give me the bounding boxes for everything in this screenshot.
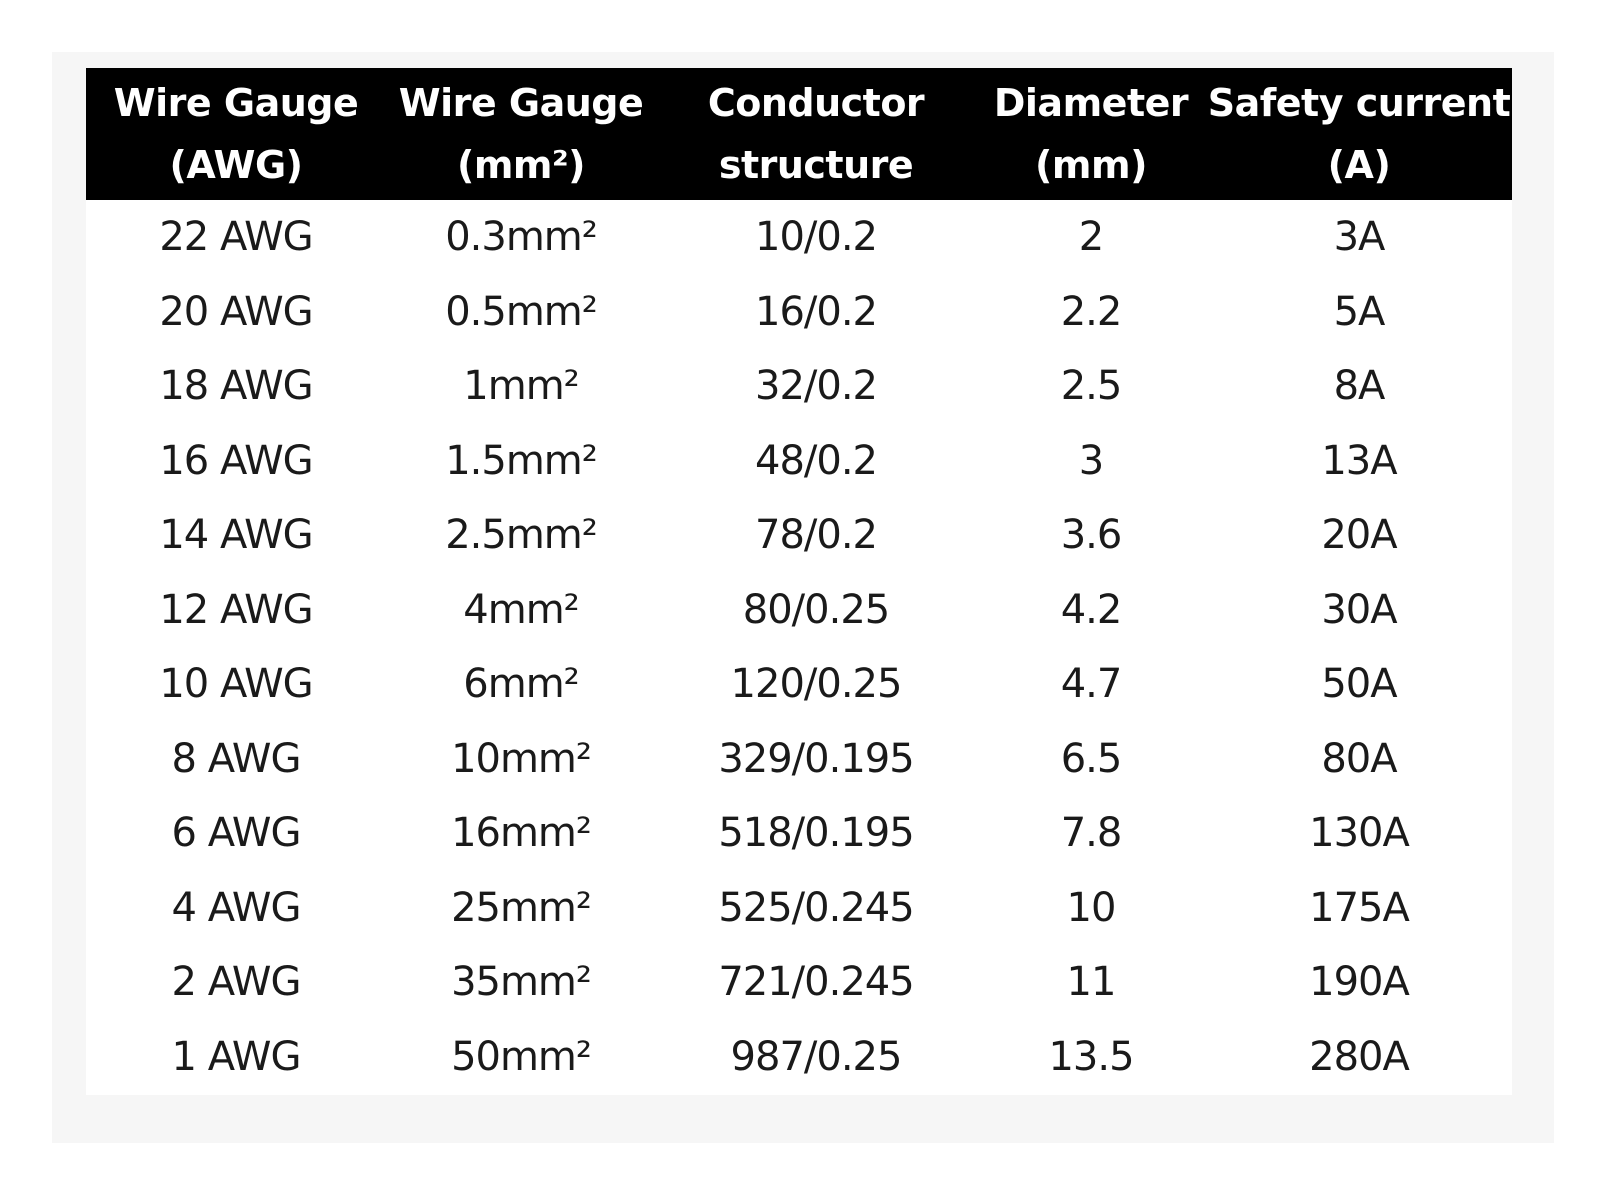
safety-current-cell: 130A — [1309, 810, 1410, 857]
awg-cell: 18 AWG — [159, 363, 313, 410]
table-row: 22 AWG 0.3mm² 10/0.2 2 3A — [86, 200, 1512, 275]
safety-current-cell: 8A — [1333, 363, 1386, 410]
mm2-cell: 6mm² — [463, 661, 579, 708]
diameter-cell: 6.5 — [1060, 735, 1123, 782]
mm2-cell: 1mm² — [463, 363, 579, 410]
mm2-cell: 16mm² — [451, 810, 592, 857]
table-row: 1 AWG 50mm² 987/0.25 13.5 280A — [86, 1020, 1512, 1095]
conductor-cell: 525/0.245 — [718, 884, 914, 931]
conductor-cell: 32/0.2 — [755, 363, 878, 410]
mm2-cell: 1.5mm² — [445, 437, 598, 484]
safety-current-cell: 50A — [1321, 661, 1397, 708]
diameter-cell: 2.2 — [1060, 288, 1123, 335]
table-row: 16 AWG 1.5mm² 48/0.2 3 13A — [86, 424, 1512, 499]
awg-cell: 4 AWG — [171, 884, 302, 931]
safety-current-cell: 3A — [1333, 214, 1386, 261]
safety-current-cell: 80A — [1321, 735, 1397, 782]
awg-cell: 14 AWG — [159, 512, 313, 559]
awg-cell: 8 AWG — [171, 735, 302, 782]
diameter-cell: 11 — [1066, 959, 1117, 1006]
diameter-cell: 3.6 — [1060, 512, 1123, 559]
table-row: 10 AWG 6mm² 120/0.25 4.7 50A — [86, 647, 1512, 722]
conductor-cell: 329/0.195 — [718, 735, 914, 782]
mm2-cell: 50mm² — [451, 1033, 592, 1080]
safety-current-cell: 190A — [1309, 959, 1410, 1006]
safety-current-cell: 5A — [1333, 288, 1386, 335]
conductor-cell: 721/0.245 — [718, 959, 914, 1006]
table-row: 4 AWG 25mm² 525/0.245 10 175A — [86, 871, 1512, 946]
safety-current-cell: 13A — [1321, 437, 1397, 484]
awg-cell: 10 AWG — [159, 661, 313, 708]
table-row: 6 AWG 16mm² 518/0.195 7.8 130A — [86, 796, 1512, 871]
table-row: 14 AWG 2.5mm² 78/0.2 3.6 20A — [86, 498, 1512, 573]
awg-cell: 22 AWG — [159, 214, 313, 261]
conductor-cell: 987/0.25 — [730, 1033, 903, 1080]
header-row: Wire Gauge (AWG) Wire Gauge (mm²) Conduc… — [86, 68, 1512, 200]
diameter-cell: 10 — [1066, 884, 1117, 931]
table-row: 18 AWG 1mm² 32/0.2 2.5 8A — [86, 349, 1512, 424]
conductor-cell: 16/0.2 — [755, 288, 878, 335]
diameter-cell: 4.2 — [1060, 586, 1123, 633]
mm2-cell: 0.3mm² — [445, 214, 598, 261]
awg-cell: 2 AWG — [171, 959, 302, 1006]
header-safety-current: Safety current (A) — [1207, 81, 1511, 187]
mm2-cell: 35mm² — [451, 959, 592, 1006]
table-row: 12 AWG 4mm² 80/0.25 4.2 30A — [86, 573, 1512, 648]
awg-cell: 1 AWG — [171, 1033, 302, 1080]
safety-current-cell: 280A — [1309, 1033, 1410, 1080]
awg-cell: 6 AWG — [171, 810, 302, 857]
safety-current-cell: 175A — [1309, 884, 1410, 931]
safety-current-cell: 20A — [1321, 512, 1397, 559]
conductor-cell: 80/0.25 — [742, 586, 890, 633]
mm2-cell: 0.5mm² — [445, 288, 598, 335]
conductor-cell: 120/0.25 — [730, 661, 903, 708]
conductor-cell: 48/0.2 — [755, 437, 878, 484]
header-diameter: Diameter (mm) — [993, 81, 1189, 187]
awg-cell: 20 AWG — [159, 288, 313, 335]
conductor-cell: 518/0.195 — [718, 810, 914, 857]
mm2-cell: 10mm² — [451, 735, 592, 782]
header-mm2: Wire Gauge (mm²) — [398, 81, 644, 187]
table-body: 22 AWG 0.3mm² 10/0.2 2 3A 20 AWG 0.5mm² 16/0.2 2… — [86, 200, 1512, 1094]
diameter-cell: 2.5 — [1060, 363, 1123, 410]
table-header: Wire Gauge (AWG) Wire Gauge (mm²) Conduc… — [86, 68, 1512, 200]
mm2-cell: 2.5mm² — [445, 512, 598, 559]
table-row: 20 AWG 0.5mm² 16/0.2 2.2 5A — [86, 275, 1512, 350]
diameter-cell: 7.8 — [1060, 810, 1123, 857]
mm2-cell: 4mm² — [463, 586, 579, 633]
header-awg: Wire Gauge (AWG) — [113, 81, 359, 187]
wire-gauge-table: Wire Gauge (AWG) Wire Gauge (mm²) Conduc… — [86, 68, 1512, 1094]
diameter-cell: 4.7 — [1060, 661, 1123, 708]
mm2-cell: 25mm² — [451, 884, 592, 931]
conductor-cell: 78/0.2 — [755, 512, 878, 559]
diameter-cell: 13.5 — [1048, 1033, 1134, 1080]
table-sheet: Wire Gauge (AWG) Wire Gauge (mm²) Conduc… — [86, 68, 1512, 1095]
awg-cell: 16 AWG — [159, 437, 313, 484]
table-row: 2 AWG 35mm² 721/0.245 11 190A — [86, 945, 1512, 1020]
safety-current-cell: 30A — [1321, 586, 1397, 633]
awg-cell: 12 AWG — [159, 586, 313, 633]
table-row: 8 AWG 10mm² 329/0.195 6.5 80A — [86, 722, 1512, 797]
header-conductor-structure: Conductor structure — [707, 81, 925, 187]
conductor-cell: 10/0.2 — [755, 214, 878, 261]
diameter-cell: 2 — [1078, 214, 1104, 261]
diameter-cell: 3 — [1078, 437, 1104, 484]
